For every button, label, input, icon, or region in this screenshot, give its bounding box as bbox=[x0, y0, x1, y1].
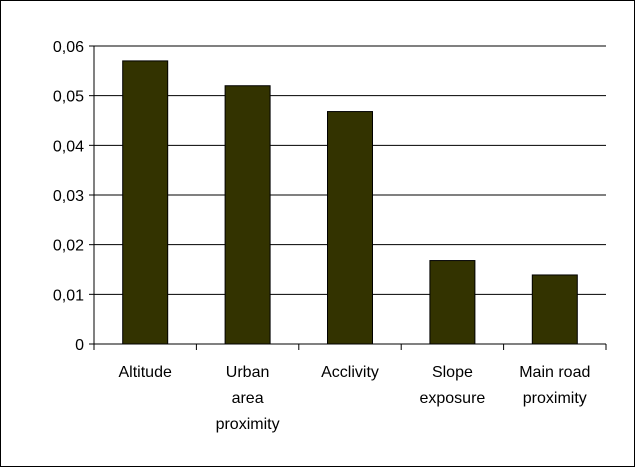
bar bbox=[224, 85, 271, 345]
y-tick-label: 0,05 bbox=[53, 89, 84, 106]
x-tick-label: Main road proximity bbox=[519, 364, 590, 407]
x-tick-label: Slope exposure bbox=[419, 364, 485, 407]
bar bbox=[531, 274, 578, 345]
y-tick-label: 0,03 bbox=[53, 188, 84, 205]
y-tick-label: 0,06 bbox=[53, 39, 84, 56]
x-tick-label: Urban area proximity bbox=[216, 364, 280, 433]
y-tick-label: 0 bbox=[75, 337, 84, 354]
y-tick-label: 0,04 bbox=[53, 138, 84, 155]
bars bbox=[122, 60, 578, 345]
bar bbox=[327, 111, 373, 345]
y-tick-labels: 0 0,01 0,02 0,03 0,04 0,05 0,06 bbox=[53, 39, 84, 354]
bar bbox=[429, 260, 476, 345]
axes bbox=[89, 45, 607, 350]
y-tick-label: 0,01 bbox=[53, 287, 84, 304]
x-tick-label: Acclivity bbox=[321, 364, 379, 381]
y-tick-label: 0,02 bbox=[53, 238, 84, 255]
x-tick-labels: Altitude Urban area proximity Acclivity Slope… bbox=[119, 364, 591, 433]
bar bbox=[122, 60, 169, 345]
x-tick-label: Altitude bbox=[119, 364, 172, 381]
